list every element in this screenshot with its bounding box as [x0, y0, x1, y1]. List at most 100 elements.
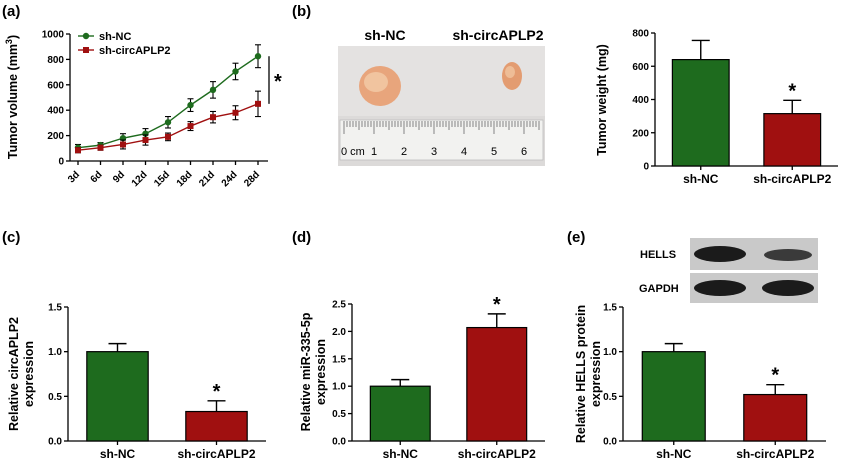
ruler-ticks — [343, 121, 540, 134]
significance-star-b: * — [788, 80, 796, 102]
x-tick-label-a: 12d — [130, 169, 150, 189]
band-hells-sh-nc — [694, 246, 746, 262]
bar-c-1 — [185, 410, 248, 442]
y-tick-label-b: 400 — [632, 95, 649, 106]
x-tick-label-a: 24d — [220, 169, 240, 189]
x-tick-label-a: 3d — [66, 169, 82, 185]
x-tick-label-a: 6d — [89, 169, 105, 185]
y-tick-label-b: 800 — [632, 29, 649, 40]
y-tick-label-a: 0 — [58, 157, 64, 168]
legend-label-1: sh-circAPLP2 — [99, 45, 171, 57]
panel-label-e: (e) — [567, 229, 585, 246]
y-tick-label-e: 0.5 — [603, 392, 617, 403]
y-tick-label-d: 1.5 — [332, 354, 346, 365]
ruler-number: 6 — [521, 146, 527, 158]
y-tick-label-c: 1.5 — [48, 303, 62, 314]
x-tick-label-a: 9d — [111, 169, 127, 185]
bar-d-0 — [369, 385, 431, 442]
x-tick-label-a: 15d — [152, 169, 172, 189]
ruler-number: 3 — [431, 146, 437, 158]
y-axis-label-end: ) — [6, 35, 20, 39]
western-blot — [690, 238, 818, 303]
y-tick-label-a: 400 — [47, 106, 64, 117]
ruler-number: 4 — [461, 146, 467, 158]
photo-label-sh-circaplp2: sh-circAPLP2 — [452, 27, 543, 43]
panel-label-d: (d) — [292, 229, 311, 246]
y-tick-label-e: 1.0 — [603, 347, 617, 358]
y-axis-label-line: Relative miR-335-5p — [299, 312, 313, 431]
y-axis-label-superscript: 3 — [4, 39, 14, 44]
y-tick-label-d: 1.0 — [332, 382, 346, 393]
blot-label-gapdh: GAPDH — [639, 283, 679, 295]
data-point-0 — [209, 86, 217, 94]
x-tick-label-a: 18d — [175, 169, 195, 189]
bar-b-0 — [671, 58, 730, 167]
data-point-0 — [164, 119, 172, 126]
x-category-label-c: sh-circAPLP2 — [177, 447, 255, 461]
significance-star-c: * — [213, 381, 221, 403]
y-axis-label-c: Relative circAPLP2expression — [7, 317, 36, 431]
x-category-label-b: sh-NC — [683, 172, 719, 186]
data-point-1 — [232, 109, 239, 116]
tumor-sh-circaplp2-highlight — [505, 66, 515, 78]
y-axis-label-e: Relative HELLS proteinexpression — [574, 305, 603, 443]
y-tick-label-b: 600 — [632, 62, 649, 73]
significance-star-e: * — [771, 365, 779, 387]
photo-label-sh-nc: sh-NC — [364, 27, 405, 43]
y-tick-label-a: 800 — [47, 55, 64, 66]
x-category-label-c: sh-NC — [100, 447, 136, 461]
ruler-number: 1 — [371, 146, 377, 158]
legend-marker-1 — [83, 47, 89, 53]
bar-b-1 — [763, 113, 822, 167]
panel-label-c: (c) — [2, 229, 20, 246]
tumor-photo: 0 cm 1 2 3 4 5 6 — [338, 46, 545, 166]
y-axis-label-d: Relative miR-335-5pexpression — [299, 312, 328, 431]
y-tick-label-b: 200 — [632, 128, 649, 139]
y-axis-label-main: Tumor weight (mg) — [595, 44, 609, 156]
blot-label-hells: HELLS — [640, 249, 676, 261]
y-tick-label-a: 200 — [47, 131, 64, 142]
y-axis-label-line: expression — [314, 339, 328, 405]
y-tick-label-c: 0.5 — [48, 392, 62, 403]
x-category-label-b: sh-circAPLP2 — [753, 172, 831, 186]
significance-star-a: * — [274, 71, 282, 93]
data-point-1 — [255, 100, 261, 107]
bar-d-1 — [466, 326, 528, 442]
tumor-sh-nc-highlight — [364, 72, 388, 92]
ruler-numbers: 1 2 3 4 5 6 — [371, 146, 527, 158]
legend-marker-0 — [82, 32, 90, 40]
data-point-0 — [187, 101, 194, 109]
x-category-label-d: sh-NC — [383, 447, 419, 461]
data-point-1 — [210, 114, 216, 121]
y-tick-label-d: 0.5 — [332, 409, 346, 420]
panel-label-a: (a) — [2, 3, 20, 20]
x-category-label-e: sh-NC — [656, 447, 692, 461]
data-point-1 — [142, 137, 149, 144]
y-axis-label-main: Tumor volume (mm — [6, 44, 20, 159]
x-tick-label-a: 21d — [197, 169, 217, 189]
data-point-1 — [120, 141, 126, 148]
panel-label-b: (b) — [292, 3, 311, 20]
y-axis-label-a: Tumor volume (mm3) — [4, 35, 20, 159]
data-point-1 — [97, 144, 104, 151]
y-axis-label-b: Tumor weight (mg) — [595, 44, 609, 156]
bar-c-0 — [86, 351, 149, 442]
y-tick-label-c: 0.0 — [48, 437, 62, 448]
data-point-0 — [254, 53, 262, 60]
y-tick-label-a: 600 — [47, 80, 64, 91]
ruler-unit: 0 cm — [341, 146, 365, 158]
legend-label-0: sh-NC — [99, 31, 131, 43]
y-tick-label-b: 0 — [643, 162, 649, 173]
band-hells-sh-circaplp2 — [764, 249, 812, 261]
y-axis-label-line: Relative circAPLP2 — [7, 317, 21, 431]
y-tick-label-c: 1.0 — [48, 347, 62, 358]
bar-e-0 — [641, 351, 706, 442]
y-axis-label-line: expression — [589, 341, 603, 407]
data-point-0 — [232, 68, 239, 75]
y-tick-label-d: 0.0 — [332, 437, 346, 448]
data-point-1 — [187, 123, 194, 130]
data-point-1 — [165, 133, 171, 140]
band-gapdh-sh-nc — [694, 280, 746, 296]
